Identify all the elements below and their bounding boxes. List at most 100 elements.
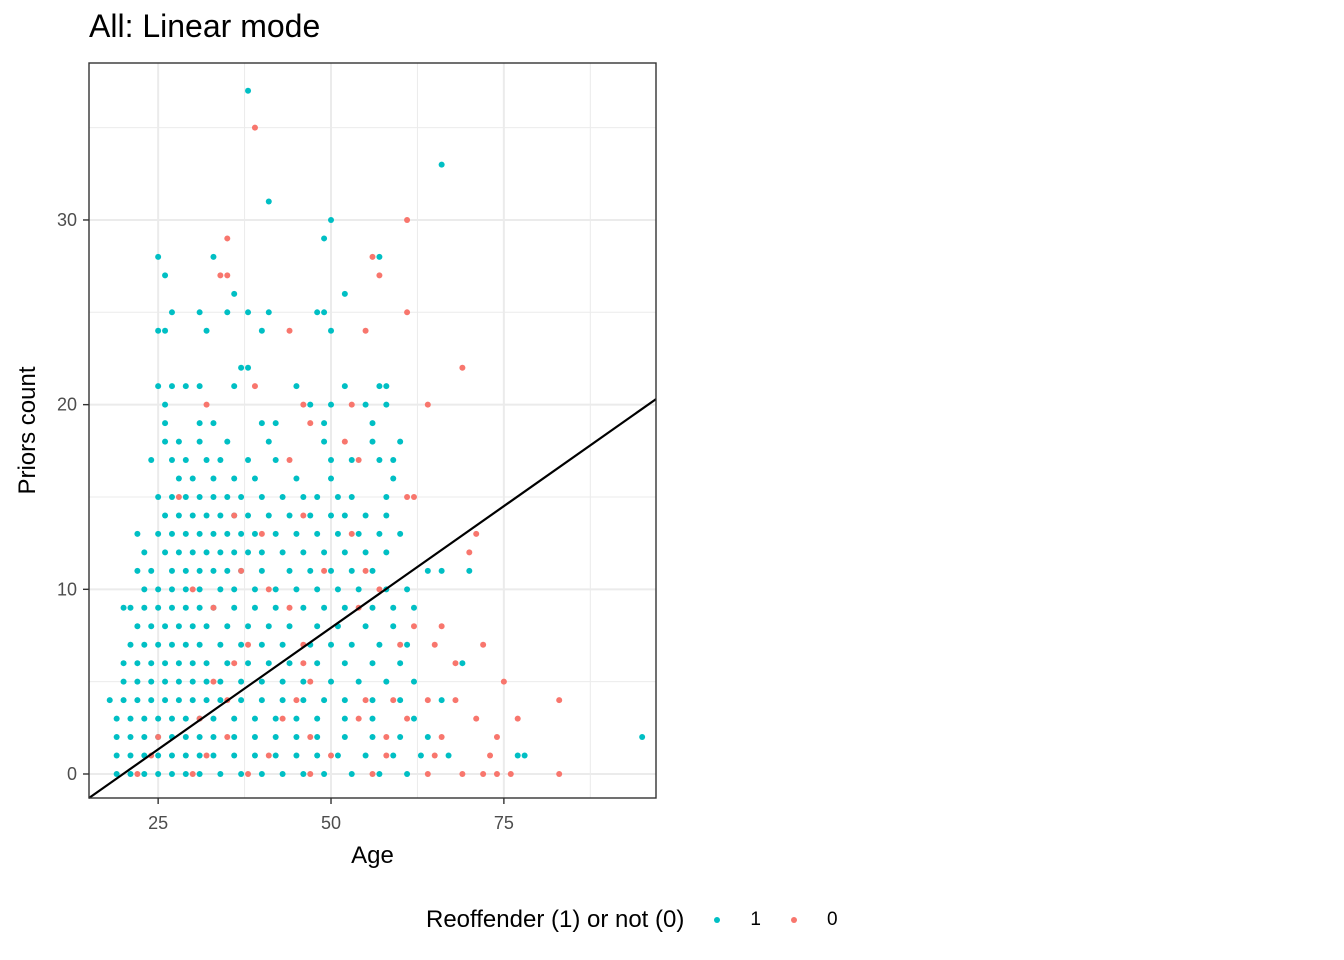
data-point-1 — [445, 752, 452, 759]
data-point-1 — [217, 512, 224, 519]
data-point-0 — [556, 770, 563, 777]
data-point-1 — [410, 678, 417, 685]
data-point-0 — [224, 235, 231, 242]
data-point-1 — [390, 604, 397, 611]
data-point-1 — [203, 678, 210, 685]
data-point-1 — [321, 770, 328, 777]
data-point-1 — [314, 623, 321, 630]
x-tick-label: 50 — [321, 813, 341, 833]
data-point-1 — [120, 678, 127, 685]
data-point-1 — [162, 401, 169, 408]
data-point-1 — [141, 586, 148, 593]
data-point-1 — [210, 475, 217, 482]
data-point-0 — [431, 752, 438, 759]
data-point-1 — [245, 457, 252, 464]
data-point-1 — [148, 457, 155, 464]
data-point-0 — [321, 567, 328, 574]
data-point-0 — [362, 567, 369, 574]
data-point-0 — [203, 401, 210, 408]
data-point-0 — [487, 752, 494, 759]
legend-label-1: 1 — [750, 909, 761, 930]
data-point-1 — [279, 678, 286, 685]
data-point-0 — [431, 641, 438, 648]
data-point-0 — [224, 734, 231, 741]
data-point-1 — [251, 586, 258, 593]
data-point-1 — [224, 438, 231, 445]
data-point-1 — [334, 752, 341, 759]
x-tick-label: 75 — [494, 813, 514, 833]
data-point-1 — [397, 660, 404, 667]
data-point-1 — [404, 586, 411, 593]
data-point-1 — [272, 586, 279, 593]
data-point-1 — [251, 752, 258, 759]
data-point-1 — [321, 420, 328, 427]
data-point-0 — [424, 401, 431, 408]
data-point-1 — [390, 752, 397, 759]
data-point-0 — [424, 770, 431, 777]
data-point-1 — [120, 697, 127, 704]
data-point-0 — [493, 734, 500, 741]
data-point-1 — [466, 567, 473, 574]
data-point-1 — [639, 734, 646, 741]
data-point-1 — [168, 604, 175, 611]
y-axis-title: Priors count — [14, 366, 41, 494]
data-point-1 — [328, 457, 335, 464]
data-point-1 — [334, 493, 341, 500]
data-point-1 — [251, 734, 258, 741]
data-point-1 — [328, 216, 335, 223]
data-point-1 — [314, 586, 321, 593]
y-tick-label: 20 — [57, 395, 77, 415]
data-point-1 — [217, 457, 224, 464]
data-point-0 — [514, 715, 521, 722]
data-point-1 — [348, 457, 355, 464]
data-point-0 — [369, 253, 376, 260]
data-point-1 — [203, 327, 210, 334]
data-point-0 — [410, 493, 417, 500]
data-point-1 — [175, 475, 182, 482]
data-point-0 — [258, 530, 265, 537]
data-point-0 — [265, 586, 272, 593]
data-point-1 — [113, 734, 120, 741]
data-point-1 — [168, 530, 175, 537]
data-point-1 — [265, 198, 272, 205]
data-point-1 — [238, 697, 245, 704]
data-point-0 — [376, 586, 383, 593]
legend-entry-0: 0 — [790, 909, 838, 931]
data-point-1 — [341, 549, 348, 556]
data-point-1 — [168, 641, 175, 648]
data-point-1 — [369, 715, 376, 722]
data-point-1 — [134, 567, 141, 574]
data-point-1 — [348, 567, 355, 574]
data-point-1 — [217, 678, 224, 685]
data-point-0 — [251, 383, 258, 390]
data-point-0 — [466, 549, 473, 556]
data-point-0 — [286, 457, 293, 464]
data-point-1 — [238, 678, 245, 685]
data-point-1 — [355, 678, 362, 685]
data-point-1 — [134, 530, 141, 537]
data-point-1 — [300, 493, 307, 500]
data-point-0 — [210, 678, 217, 685]
data-point-1 — [196, 383, 203, 390]
data-point-1 — [141, 549, 148, 556]
data-point-1 — [369, 734, 376, 741]
data-point-1 — [348, 770, 355, 777]
data-point-1 — [272, 530, 279, 537]
data-point-1 — [155, 586, 162, 593]
data-point-1 — [189, 512, 196, 519]
data-point-1 — [293, 734, 300, 741]
data-point-1 — [272, 715, 279, 722]
data-point-1 — [155, 530, 162, 537]
data-point-0 — [355, 715, 362, 722]
data-point-0 — [404, 216, 411, 223]
data-point-1 — [369, 420, 376, 427]
data-point-1 — [113, 715, 120, 722]
data-point-1 — [148, 623, 155, 630]
data-point-1 — [300, 604, 307, 611]
data-point-0 — [293, 697, 300, 704]
data-point-1 — [300, 697, 307, 704]
data-point-0 — [383, 734, 390, 741]
data-point-0 — [362, 697, 369, 704]
data-point-1 — [438, 161, 445, 168]
data-point-1 — [362, 752, 369, 759]
